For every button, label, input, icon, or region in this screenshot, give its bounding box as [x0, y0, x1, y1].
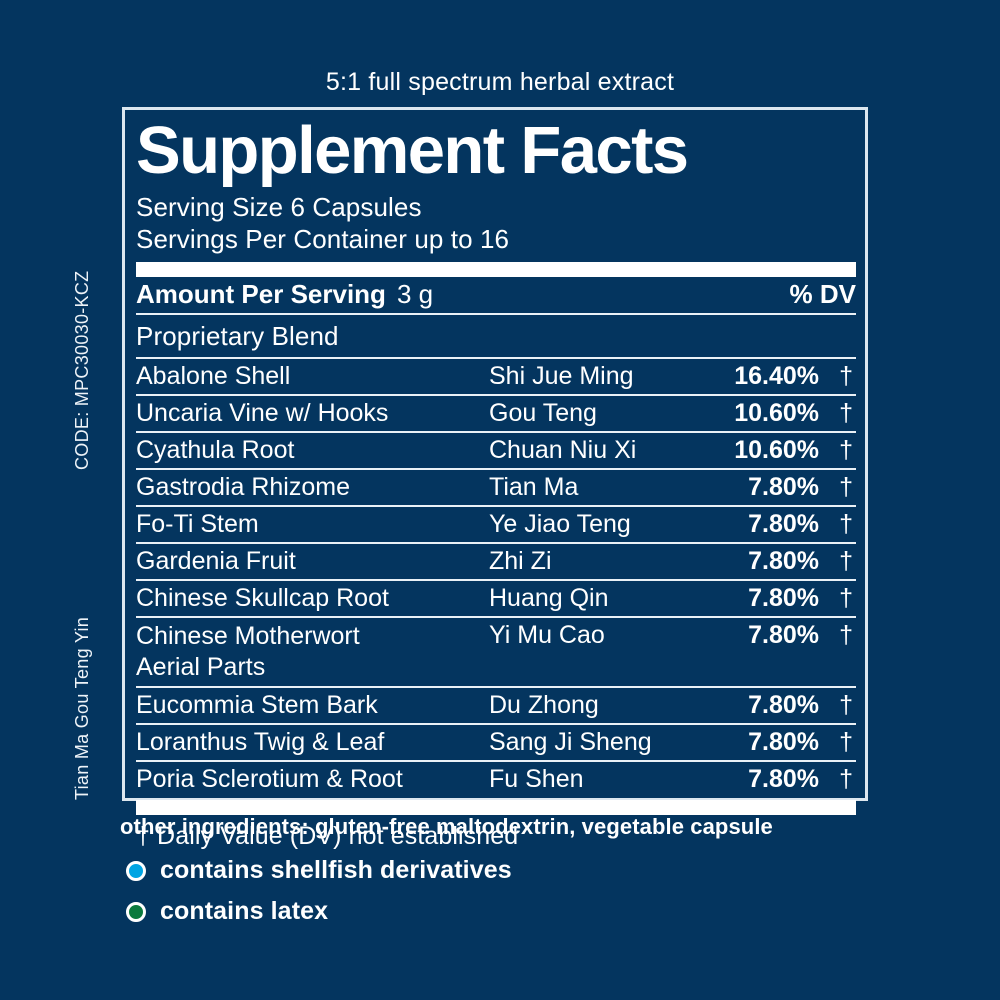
product-code-side-label: CODE: MPC30030-KCZ — [72, 270, 92, 470]
ingredient-dv-dagger: † — [839, 621, 853, 650]
ingredient-row-divider — [136, 579, 856, 582]
amount-per-serving-label: Amount Per Serving — [136, 279, 386, 310]
ingredient-pinyin: Huang Qin — [489, 584, 609, 613]
ingredient-pinyin: Tian Ma — [489, 473, 579, 502]
ingredient-row: Chinese Skullcap Root Huang Qin 7.80% † — [136, 581, 856, 616]
divider-bar-thick-bottom — [136, 800, 856, 816]
ingredient-list: Abalone Shell Shi Jue Ming 16.40% † Uncaria … — [136, 359, 856, 797]
ingredient-pinyin: Gou Teng — [489, 399, 597, 428]
serving-size-text: Serving Size 6 Capsules — [136, 191, 422, 222]
ingredient-dv-dagger: † — [839, 547, 853, 576]
formula-name-side-label: Tian Ma Gou Teng Yin — [72, 616, 92, 800]
ingredient-row-divider — [136, 394, 856, 397]
supplement-facts-content: Supplement Facts Serving Size 6 Capsules… — [136, 110, 856, 851]
amount-per-serving-row: Amount Per Serving 3 g % DV — [136, 277, 856, 313]
ingredient-row: Chinese Motherwort Aerial Parts Yi Mu Cao 7… — [136, 618, 856, 686]
ingredient-dv-dagger: † — [839, 362, 853, 391]
ingredient-percent: 7.80% — [748, 621, 819, 650]
ingredient-percent: 16.40% — [734, 362, 819, 391]
other-ingredients-text: other ingredients: gluten-free maltodext… — [120, 814, 773, 839]
ingredient-row: Poria Sclerotium & Root Fu Shen 7.80% † — [136, 762, 856, 797]
divider-rule-above-ingredients — [136, 357, 856, 360]
ingredient-percent: 7.80% — [748, 510, 819, 539]
ingredient-percent: 7.80% — [748, 728, 819, 757]
ingredient-row: Gardenia Fruit Zhi Zi 7.80% † — [136, 544, 856, 579]
ingredient-percent: 7.80% — [748, 473, 819, 502]
ingredient-dv-dagger: † — [839, 436, 853, 465]
ingredient-pinyin: Yi Mu Cao — [489, 621, 605, 650]
ingredient-pinyin: Zhi Zi — [489, 547, 552, 576]
ingredient-name: Gastrodia Rhizome — [136, 473, 350, 502]
ingredient-row: Fo-Ti Stem Ye Jiao Teng 7.80% † — [136, 507, 856, 542]
amount-per-serving-weight: 3 g — [396, 279, 434, 310]
ingredient-dv-dagger: † — [839, 765, 853, 794]
divider-rule-under-amount — [136, 313, 856, 316]
ingredient-row-divider — [136, 723, 856, 726]
ingredient-name: Fo-Ti Stem — [136, 510, 259, 539]
ingredient-row: Loranthus Twig & Leaf Sang Ji Sheng 7.80% † — [136, 725, 856, 760]
amount-per-serving-left: Amount Per Serving 3 g — [136, 279, 433, 310]
proprietary-blend-label: Proprietary Blend — [136, 321, 339, 352]
allergen-latex: contains latex — [126, 897, 328, 926]
ingredient-row-divider — [136, 760, 856, 763]
ingredient-row-divider — [136, 542, 856, 545]
ingredient-name: Gardenia Fruit — [136, 547, 296, 576]
ingredient-row: Eucommia Stem Bark Du Zhong 7.80% † — [136, 688, 856, 723]
ingredient-pinyin: Fu Shen — [489, 765, 584, 794]
ingredient-percent: 7.80% — [748, 547, 819, 576]
ingredient-pinyin: Chuan Niu Xi — [489, 436, 637, 465]
ingredient-name: Poria Sclerotium & Root — [136, 765, 403, 794]
ingredient-dv-dagger: † — [839, 691, 853, 720]
ingredient-percent: 7.80% — [748, 691, 819, 720]
ingredient-row-divider — [136, 468, 856, 471]
ingredient-name: Chinese Skullcap Root — [136, 584, 389, 613]
ingredient-percent: 7.80% — [748, 584, 819, 613]
ingredient-name: Cyathula Root — [136, 436, 295, 465]
ingredient-row: Gastrodia Rhizome Tian Ma 7.80% † — [136, 470, 856, 505]
ingredient-row-divider — [136, 686, 856, 689]
latex-marker-icon — [126, 901, 146, 922]
ingredient-name: Abalone Shell — [136, 362, 291, 391]
ingredient-row-divider — [136, 616, 856, 619]
page-title: Supplement Facts — [136, 113, 689, 188]
ingredient-dv-dagger: † — [839, 510, 853, 539]
servings-per-container-text: Servings Per Container up to 16 — [136, 223, 510, 254]
ingredient-name: Chinese Motherwort Aerial Parts — [136, 621, 489, 683]
supplement-facts-panel: Supplement Facts Serving Size 6 Capsules… — [122, 107, 868, 850]
ingredient-row-divider — [136, 431, 856, 434]
ingredient-name-line2: Aerial Parts — [136, 653, 266, 682]
ingredient-pinyin: Sang Ji Sheng — [489, 728, 652, 757]
ingredient-pinyin: Ye Jiao Teng — [489, 510, 631, 539]
divider-bar-thick-top — [136, 262, 856, 278]
ingredient-name: Eucommia Stem Bark — [136, 691, 378, 720]
allergen-shellfish: contains shellfish derivatives — [126, 856, 512, 885]
daily-value-footnote: † Daily Value (DV) not established — [136, 822, 519, 851]
ingredient-row-divider — [136, 505, 856, 508]
ingredient-name: Uncaria Vine w/ Hooks — [136, 399, 389, 428]
ingredient-dv-dagger: † — [839, 728, 853, 757]
allergen-shellfish-label: contains shellfish derivatives — [160, 856, 512, 884]
ingredient-percent: 7.80% — [748, 765, 819, 794]
percent-dv-header: % DV — [789, 279, 856, 310]
ingredient-dv-dagger: † — [839, 473, 853, 502]
extract-caption: 5:1 full spectrum herbal extract — [325, 68, 675, 96]
ingredient-percent: 10.60% — [734, 399, 819, 428]
allergen-latex-label: contains latex — [160, 897, 329, 925]
ingredient-row: Abalone Shell Shi Jue Ming 16.40% † — [136, 359, 856, 394]
shellfish-marker-icon — [126, 860, 146, 881]
ingredient-row: Uncaria Vine w/ Hooks Gou Teng 10.60% † — [136, 396, 856, 431]
ingredient-row: Cyathula Root Chuan Niu Xi 10.60% † — [136, 433, 856, 468]
ingredient-dv-dagger: † — [839, 399, 853, 428]
ingredient-percent: 10.60% — [734, 436, 819, 465]
ingredient-dv-dagger: † — [839, 584, 853, 613]
ingredient-pinyin: Du Zhong — [489, 691, 599, 720]
ingredient-pinyin: Shi Jue Ming — [489, 362, 634, 391]
ingredient-name: Loranthus Twig & Leaf — [136, 728, 385, 757]
